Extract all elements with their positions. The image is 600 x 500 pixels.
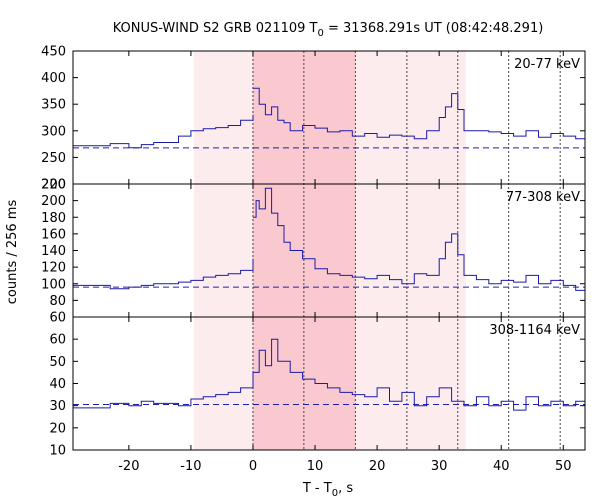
y-tick-label: 200 [41, 178, 66, 193]
energy-band-label: 308-1164 keV [489, 323, 580, 338]
y-tick-label: 450 [41, 45, 66, 60]
y-tick-label: 350 [41, 98, 66, 113]
x-tick-label: 40 [493, 459, 510, 474]
y-tick-label: 300 [41, 124, 66, 139]
y-tick-label: 50 [49, 355, 66, 370]
x-axis-title-prefix: T - T [302, 481, 332, 496]
x-tick-label: 50 [555, 459, 572, 474]
y-tick-label: 400 [41, 71, 66, 86]
light-curve-series-1 [73, 258, 254, 290]
light-curve-series-1 [73, 372, 254, 409]
x-tick-label: 10 [307, 459, 324, 474]
y-axis-title: counts / 256 ms [5, 200, 20, 305]
light-curve-series-2 [253, 187, 586, 291]
x-tick-label: 20 [369, 459, 386, 474]
panel-3: 10 20 30 40 50 60 308-1164 keV [49, 316, 586, 459]
y-tick-label: 100 [41, 277, 66, 292]
chart-title-prefix: KONUS-WIND S2 GRB 021109 T [113, 21, 318, 36]
energy-band-label: 77-308 keV [506, 190, 580, 205]
light-curve-series-2 [253, 87, 586, 140]
chart-title-suffix: = 31368.291s UT (08:42:48.291) [324, 21, 543, 36]
x-tick-label: -20 [118, 459, 139, 474]
chart-title-subscript: 0 [317, 28, 323, 39]
shaded-interval-light-0 [194, 51, 466, 450]
x-axis-title: T - T0, s [302, 481, 353, 499]
x-tick-label: 0 [249, 459, 257, 474]
y-tick-label: 200 [41, 194, 66, 209]
chart-title: KONUS-WIND S2 GRB 021109 T0 = 31368.291s… [113, 21, 544, 39]
y-tick-label: 60 [49, 311, 66, 326]
y-tick-label: 20 [49, 421, 66, 436]
y-tick-label: 10 [49, 444, 66, 459]
x-tick-label: -10 [180, 459, 201, 474]
x-axis-title-subscript: 0 [332, 488, 338, 499]
x-axis-title-suffix: , s [338, 481, 353, 496]
y-tick-label: 160 [41, 227, 66, 242]
x-tick-label: 30 [431, 459, 448, 474]
y-tick-label: 30 [49, 399, 66, 414]
y-tick-label: 60 [49, 333, 66, 348]
light-curve-series-2 [253, 338, 586, 411]
y-tick-label: 80 [49, 294, 66, 309]
y-tick-label: 180 [41, 211, 66, 226]
y-tick-label: 120 [41, 261, 66, 276]
y-tick-label: 40 [49, 377, 66, 392]
y-tick-label: 220 [41, 178, 66, 193]
y-tick-label: 140 [41, 244, 66, 259]
light-curve-series-1 [73, 114, 254, 149]
energy-band-label: 20-77 keV [514, 57, 580, 72]
y-tick-label: 250 [41, 151, 66, 166]
